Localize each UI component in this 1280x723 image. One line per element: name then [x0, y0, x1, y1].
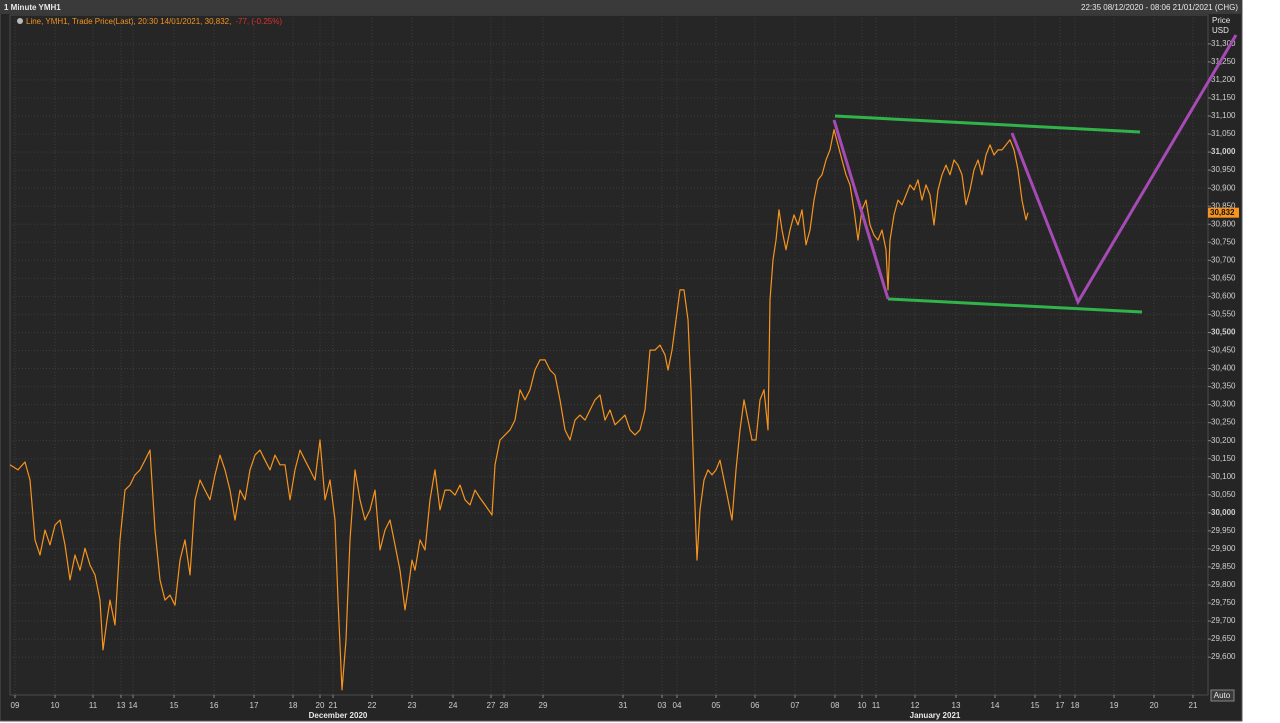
y-tick-label: 30,600 [1211, 291, 1236, 300]
x-tick-label: 24 [449, 701, 458, 710]
drawings [832, 34, 1238, 314]
x-tick-label: 08 [831, 701, 840, 710]
x-tick-label: 20 [316, 701, 325, 710]
y-tick-label: 31,000 [1211, 147, 1236, 156]
month-label: January 2021 [910, 711, 961, 720]
chart-title: 1 Minute YMH1 [4, 3, 61, 12]
y-tick-label: 31,100 [1211, 111, 1236, 120]
y-tick-label: 30,650 [1211, 273, 1236, 282]
y-tick-label: 29,800 [1211, 580, 1236, 589]
x-tick-label: 18 [289, 701, 298, 710]
x-tick-label: 04 [673, 701, 682, 710]
y-tick-label: 29,700 [1211, 616, 1236, 625]
x-tick-label: 19 [1110, 701, 1119, 710]
y-tick-label: 30,850 [1211, 201, 1236, 210]
x-tick-label: 14 [991, 701, 1000, 710]
month-label: December 2020 [309, 711, 368, 720]
x-tick-label: 22 [368, 701, 377, 710]
x-tick-label: 16 [210, 701, 219, 710]
title-bar [0, 0, 1242, 14]
auto-button-label[interactable]: Auto [1214, 691, 1231, 700]
plot-area [9, 14, 1209, 696]
x-tick-label: 31 [619, 701, 628, 710]
y-tick-label: 29,900 [1211, 544, 1236, 553]
y-tick-label: 30,900 [1211, 183, 1236, 192]
x-tick-label: 11 [89, 701, 98, 710]
x-tick-label: 09 [11, 701, 20, 710]
x-tick-label: 15 [170, 701, 179, 710]
y-tick-label: 29,650 [1211, 634, 1236, 643]
y-tick-label: 30,500 [1211, 328, 1236, 337]
x-tick-label: 20 [1150, 701, 1159, 710]
x-tick-label: 06 [751, 701, 760, 710]
y-tick-label: 30,300 [1211, 400, 1236, 409]
x-tick-label: 13 [117, 701, 126, 710]
x-tick-label: 13 [952, 701, 961, 710]
x-tick-label: 21 [1189, 701, 1198, 710]
x-tick-label: 12 [911, 701, 920, 710]
y-tick-label: 31,150 [1211, 93, 1236, 102]
y-tick-label: 30,050 [1211, 490, 1236, 499]
x-tick-label: 14 [129, 701, 138, 710]
wave-line [1010, 34, 1238, 306]
x-tick-label: 11 [872, 701, 881, 710]
y-tick-label: 30,550 [1211, 310, 1236, 319]
y-tick-label: 31,200 [1211, 75, 1236, 84]
auto-button-frame[interactable] [1210, 689, 1235, 702]
y-tick-label: 30,250 [1211, 418, 1236, 427]
x-tick-label: 05 [712, 701, 721, 710]
x-tick-label: 10 [51, 701, 60, 710]
last-price-label: 30,832 [1210, 208, 1235, 217]
y-axis-label: USD [1212, 26, 1229, 35]
y-tick-label: 31,300 [1211, 39, 1236, 48]
x-tick-label: 17 [250, 701, 259, 710]
x-tick-label: 29 [539, 701, 548, 710]
y-tick-label: 30,150 [1211, 454, 1236, 463]
y-tick-label: 29,850 [1211, 562, 1236, 571]
y-tick-label: 30,950 [1211, 165, 1236, 174]
x-tick-label: 28 [500, 701, 509, 710]
auto-button[interactable]: Auto [1210, 689, 1235, 702]
y-tick-label: 30,750 [1211, 237, 1236, 246]
range-label: 22:35 08/12/2020 - 08:06 21/01/2021 (CHG… [1081, 3, 1238, 12]
y-tick-label: 30,200 [1211, 436, 1236, 445]
x-tick-label: 03 [658, 701, 667, 710]
y-tick-label: 30,400 [1211, 364, 1236, 373]
legend-entry: Line, YMH1, Trade Price(Last), 20:30 14/… [26, 17, 231, 26]
x-tick-label: 23 [408, 701, 417, 710]
channel-line [834, 114, 1141, 134]
y-tick-label: 29,600 [1211, 652, 1236, 661]
y-tick-label: 29,750 [1211, 598, 1236, 607]
last-price-box [1208, 207, 1239, 218]
y-tick-label: 30,350 [1211, 382, 1236, 391]
channel-line [887, 297, 1143, 314]
wave-line [832, 119, 890, 300]
x-tick-label: 17 [1056, 701, 1065, 710]
x-tick-label: 15 [1031, 701, 1040, 710]
x-tick-label: 27 [487, 701, 496, 710]
y-tick-label: 30,450 [1211, 346, 1236, 355]
y-tick-label: 29,950 [1211, 526, 1236, 535]
x-tick-label: 21 [329, 701, 338, 710]
price-line [9, 129, 1029, 691]
legend-change: -77, (-0.25%) [235, 17, 282, 26]
x-tick-label: 18 [1071, 701, 1080, 710]
y-tick-label: 30,700 [1211, 255, 1236, 264]
y-tick-label: 30,100 [1211, 472, 1236, 481]
y-tick-label: 31,050 [1211, 129, 1236, 138]
x-tick-label: 10 [858, 701, 867, 710]
y-tick-label: 30,800 [1211, 219, 1236, 228]
y-axis-label: Price [1212, 16, 1231, 25]
legend-icon [17, 18, 23, 24]
y-tick-label: 31,250 [1211, 57, 1236, 66]
y-tick-label: 30,000 [1211, 508, 1236, 517]
x-tick-label: 07 [791, 701, 800, 710]
